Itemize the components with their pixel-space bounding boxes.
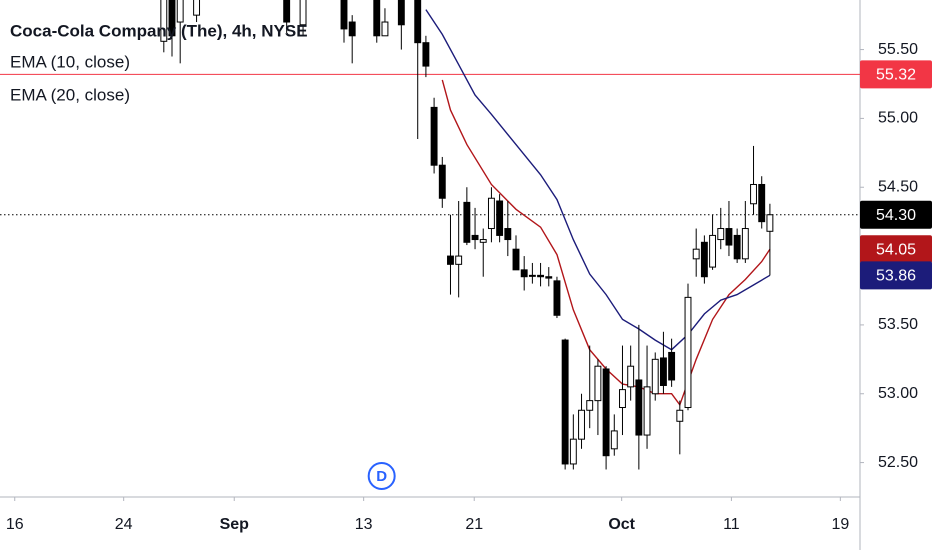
candle-body — [299, 0, 307, 26]
x-tick-label: Sep — [220, 516, 250, 533]
candle-body — [643, 386, 651, 436]
y-tick-label: 55.50 — [878, 41, 918, 58]
price-badge-label: 55.32 — [876, 67, 916, 84]
candle-body — [512, 248, 520, 271]
candle-body — [537, 274, 545, 278]
candle-body — [692, 248, 700, 260]
candle-body — [750, 183, 757, 205]
price-badge — [860, 60, 932, 89]
candle-body — [487, 197, 495, 230]
candle-body — [479, 239, 487, 243]
legend: Coca-Cola Company (The), 4h, NYSE EMA (1… — [10, 21, 308, 104]
candle-body — [651, 358, 659, 395]
ema-line — [425, 9, 771, 351]
y-tick-label: 55.00 — [878, 110, 918, 127]
candle-body — [619, 389, 626, 409]
candle-body — [717, 228, 725, 241]
candle-body — [676, 409, 684, 422]
candle-body — [504, 228, 512, 241]
candle-body — [528, 274, 536, 277]
dividend-marker — [367, 462, 396, 490]
candle-body — [602, 368, 610, 457]
candle-body — [176, 0, 184, 23]
candle-body — [594, 365, 602, 402]
price-badge — [860, 200, 932, 229]
candle-body — [766, 214, 774, 232]
dividend-label: D — [376, 468, 387, 485]
price-badge — [860, 235, 932, 264]
candle-body — [635, 379, 643, 436]
price-badge-label: 53.86 — [876, 268, 916, 285]
candle-body — [684, 296, 692, 409]
candle-body — [160, 0, 168, 42]
candle-body — [758, 183, 766, 223]
candle-body — [381, 21, 389, 37]
candle-body — [496, 200, 504, 236]
candle-body — [668, 351, 676, 381]
candle-body — [659, 357, 667, 386]
candle-body — [578, 409, 585, 440]
candle-body — [438, 164, 446, 199]
candle-body — [569, 438, 577, 465]
candle-body — [414, 0, 422, 44]
candle-body — [700, 241, 708, 278]
price-badge-label: 54.05 — [876, 241, 916, 258]
candle-body — [553, 280, 561, 316]
candle-body — [340, 0, 348, 30]
price-badge-label: 54.30 — [876, 207, 916, 224]
x-tick-label: Oct — [608, 516, 635, 533]
candle-body — [373, 0, 381, 37]
candle-body — [447, 255, 454, 265]
candle-body — [741, 228, 749, 260]
axes: 52.5053.0053.5054.0054.5055.0055.501624S… — [6, 41, 932, 533]
candle-body — [586, 400, 594, 411]
price-badge — [860, 261, 932, 290]
y-tick-label: 53.00 — [878, 385, 918, 402]
candle-body — [430, 106, 438, 166]
candle-body — [561, 339, 569, 465]
candle-body — [193, 0, 201, 16]
candle-body — [709, 234, 717, 268]
y-tick-label: 54.50 — [878, 178, 918, 195]
candle-body — [168, 0, 176, 37]
y-tick-label: 52.50 — [878, 454, 918, 471]
x-tick-label: 24 — [115, 516, 133, 533]
x-tick-label: 11 — [723, 516, 740, 533]
candle-body — [348, 21, 356, 37]
x-tick-label: 13 — [355, 516, 373, 533]
legend-entry: EMA (10, close) — [10, 52, 130, 71]
candle-body — [463, 201, 471, 243]
candle-body — [471, 234, 479, 241]
x-tick-label: 21 — [465, 516, 483, 533]
candle-body — [725, 228, 733, 246]
candle-body — [627, 365, 635, 388]
candle-body — [733, 234, 741, 260]
candle-body — [455, 255, 463, 265]
candle-body — [520, 269, 528, 278]
candle-body — [283, 0, 291, 23]
y-tick-label: 53.50 — [878, 316, 918, 333]
legend-entry: EMA (20, close) — [10, 85, 130, 104]
chart-title: Coca-Cola Company (The), 4h, NYSE — [10, 21, 308, 40]
x-tick-label: 16 — [6, 516, 24, 533]
candle-body — [610, 430, 618, 450]
candle-body — [545, 276, 553, 279]
candle-body — [397, 0, 405, 26]
plot-area: D — [0, 0, 860, 490]
candle-body — [422, 42, 430, 67]
x-tick-label: 19 — [831, 516, 849, 533]
